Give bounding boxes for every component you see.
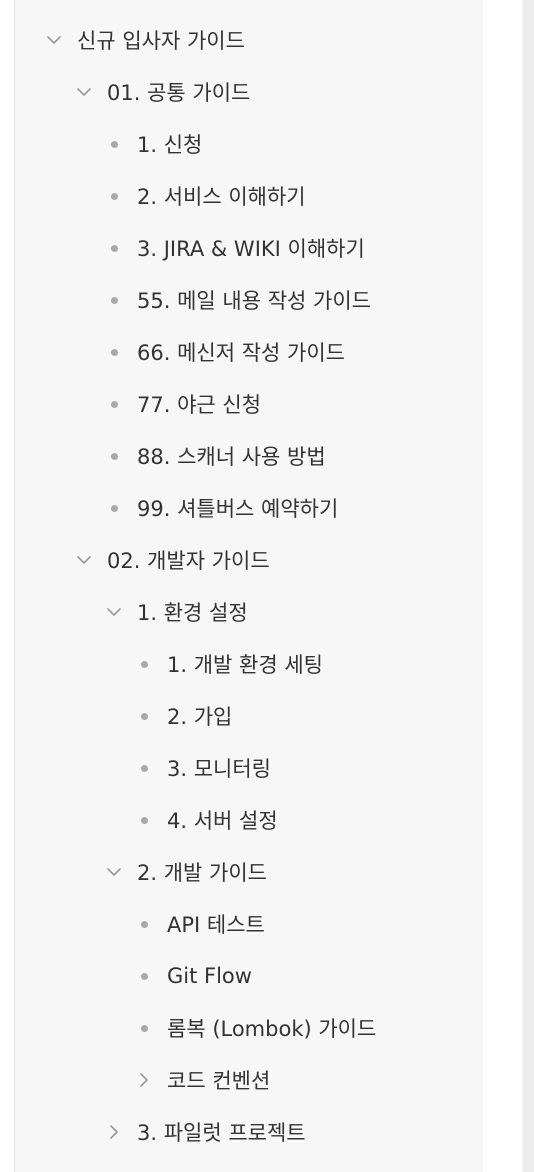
tree-item-env-setup[interactable]: 1. 환경 설정 [15, 586, 483, 638]
tree-item-label: 코드 컨벤션 [167, 1069, 271, 1093]
bullet-icon [105, 135, 123, 153]
tree-item-label: Git Flow [167, 964, 252, 988]
tree-item-service[interactable]: 2. 서비스 이해하기 [15, 170, 483, 222]
chevron-down-icon[interactable] [75, 83, 93, 101]
bullet-icon [135, 811, 153, 829]
tree-item-label: 신규 입사자 가이드 [77, 29, 245, 53]
bullet-icon [105, 395, 123, 413]
tree-item-pilot-project[interactable]: 3. 파일럿 프로젝트 [15, 1106, 483, 1158]
tree-item-night-work[interactable]: 77. 야근 신청 [15, 378, 483, 430]
tree-item-root[interactable]: 신규 입사자 가이드 [15, 14, 483, 66]
tree-item-label: API 테스트 [167, 913, 265, 937]
tree-item-jira-wiki[interactable]: 3. JIRA & WIKI 이해하기 [15, 222, 483, 274]
chevron-down-icon[interactable] [105, 863, 123, 881]
tree-item-label: 1. 개발 환경 세팅 [167, 653, 323, 677]
bullet-icon [105, 447, 123, 465]
tree-item-label: 2. 서비스 이해하기 [137, 185, 306, 209]
tree-item-code-convention[interactable]: 코드 컨벤션 [15, 1054, 483, 1106]
tree-item-apply[interactable]: 1. 신청 [15, 118, 483, 170]
panel-divider [483, 0, 523, 1172]
tree-item-server-setup[interactable]: 4. 서버 설정 [15, 794, 483, 846]
tree-item-messenger[interactable]: 66. 메신저 작성 가이드 [15, 326, 483, 378]
bullet-icon [105, 343, 123, 361]
page-tree: 신규 입사자 가이드 01. 공통 가이드 1. 신청 2. 서비스 이해하기 3. J… [15, 14, 483, 1158]
tree-item-label: 02. 개발자 가이드 [107, 549, 270, 573]
tree-item-shuttle[interactable]: 99. 셔틀버스 예약하기 [15, 482, 483, 534]
bullet-icon [135, 915, 153, 933]
tree-item-lombok[interactable]: 롬복 (Lombok) 가이드 [15, 1002, 483, 1054]
bullet-icon [105, 239, 123, 257]
tree-item-dev-guide[interactable]: 02. 개발자 가이드 [15, 534, 483, 586]
tree-item-mail[interactable]: 55. 메일 내용 작성 가이드 [15, 274, 483, 326]
tree-item-development-guide[interactable]: 2. 개발 가이드 [15, 846, 483, 898]
tree-item-label: 99. 셔틀버스 예약하기 [137, 497, 339, 521]
chevron-down-icon[interactable] [105, 603, 123, 621]
tree-item-dev-env-setting[interactable]: 1. 개발 환경 세팅 [15, 638, 483, 690]
bullet-icon [135, 967, 153, 985]
tree-item-label: 88. 스캐너 사용 방법 [137, 445, 326, 469]
tree-item-signup[interactable]: 2. 가입 [15, 690, 483, 742]
bullet-icon [135, 655, 153, 673]
tree-item-label: 1. 신청 [137, 133, 203, 157]
content-edge [523, 0, 534, 1172]
tree-item-label: 3. JIRA & WIKI 이해하기 [137, 237, 365, 261]
chevron-down-icon[interactable] [75, 551, 93, 569]
tree-item-label: 66. 메신저 작성 가이드 [137, 341, 345, 365]
tree-item-label: 3. 모니터링 [167, 757, 271, 781]
bullet-icon [105, 291, 123, 309]
tree-item-label: 55. 메일 내용 작성 가이드 [137, 289, 371, 313]
tree-item-label: 1. 환경 설정 [137, 601, 248, 625]
tree-item-git-flow[interactable]: Git Flow [15, 950, 483, 1002]
sidebar-panel: 신규 입사자 가이드 01. 공통 가이드 1. 신청 2. 서비스 이해하기 3. J… [14, 0, 484, 1172]
bullet-icon [105, 499, 123, 517]
tree-item-label: 4. 서버 설정 [167, 809, 278, 833]
bullet-icon [135, 707, 153, 725]
bullet-icon [105, 187, 123, 205]
tree-item-monitoring[interactable]: 3. 모니터링 [15, 742, 483, 794]
bullet-icon [135, 759, 153, 777]
tree-item-label: 롬복 (Lombok) 가이드 [167, 1017, 377, 1041]
chevron-down-icon[interactable] [45, 31, 63, 49]
tree-item-api-test[interactable]: API 테스트 [15, 898, 483, 950]
tree-item-label: 2. 가입 [167, 705, 233, 729]
tree-item-scanner[interactable]: 88. 스캐너 사용 방법 [15, 430, 483, 482]
tree-item-label: 2. 개발 가이드 [137, 861, 267, 885]
tree-item-label: 3. 파일럿 프로젝트 [137, 1121, 306, 1145]
tree-item-label: 77. 야근 신청 [137, 393, 262, 417]
chevron-right-icon[interactable] [135, 1071, 153, 1089]
chevron-right-icon[interactable] [105, 1123, 123, 1141]
bullet-icon [135, 1019, 153, 1037]
tree-item-label: 01. 공통 가이드 [107, 81, 251, 105]
tree-item-common-guide[interactable]: 01. 공통 가이드 [15, 66, 483, 118]
